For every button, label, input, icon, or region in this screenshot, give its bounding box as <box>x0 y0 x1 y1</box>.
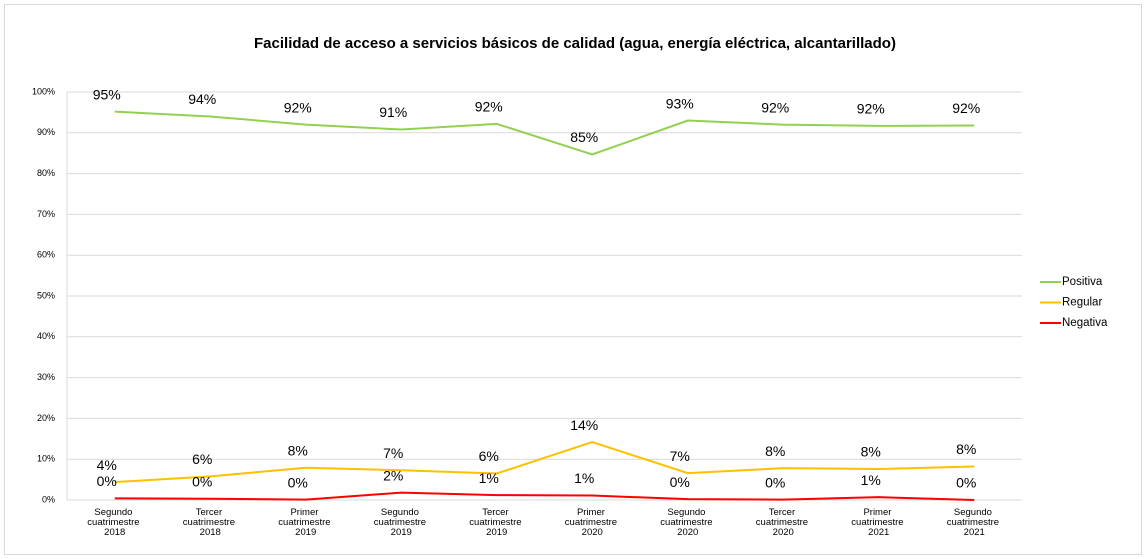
legend-label: Regular <box>1062 297 1102 309</box>
data-label: 85% <box>570 129 598 145</box>
data-label: 6% <box>192 451 212 467</box>
legend-label: Positiva <box>1062 276 1103 288</box>
y-tick-label: 10% <box>37 454 55 464</box>
x-tick-label: Segundo cuatrimestre 2021 <box>947 507 1002 538</box>
series-line <box>114 110 975 156</box>
data-label: 92% <box>284 99 312 115</box>
y-tick-label: 70% <box>37 209 55 219</box>
data-label: 92% <box>857 101 885 117</box>
data-label: 0% <box>97 473 117 489</box>
data-label: 8% <box>765 443 785 459</box>
data-label: 0% <box>956 475 976 491</box>
series-line <box>114 491 975 501</box>
data-label: 8% <box>288 442 308 458</box>
series-line <box>114 441 975 484</box>
x-tick-label: Tercer cuatrimestre 2018 <box>183 507 238 538</box>
data-label: 95% <box>93 86 121 102</box>
y-tick-label: 100% <box>32 86 55 96</box>
data-label: 1% <box>861 472 881 488</box>
data-label: 8% <box>956 441 976 457</box>
data-label: 92% <box>761 99 789 115</box>
data-label: 0% <box>670 474 690 490</box>
data-label: 1% <box>479 470 499 486</box>
x-tick-label: Segundo cuatrimestre 2019 <box>374 507 429 538</box>
data-label: 2% <box>383 467 403 483</box>
chart-frame <box>4 4 1142 555</box>
x-tick-label: Tercer cuatrimestre 2019 <box>469 507 524 538</box>
data-label: 14% <box>570 417 598 433</box>
data-label: 93% <box>666 95 694 111</box>
data-label: 0% <box>192 473 212 489</box>
x-tick-label: Segundo cuatrimestre 2020 <box>660 507 715 538</box>
data-label: 94% <box>188 91 216 107</box>
y-tick-label: 30% <box>37 372 55 382</box>
y-tick-label: 0% <box>42 494 55 504</box>
y-tick-label: 80% <box>37 168 55 178</box>
data-label: 92% <box>475 99 503 115</box>
data-label: 0% <box>288 474 308 490</box>
data-label: 7% <box>670 448 690 464</box>
y-tick-label: 50% <box>37 290 55 300</box>
y-tick-label: 60% <box>37 250 55 260</box>
chart-title: Facilidad de acceso a servicios básicos … <box>254 35 896 52</box>
y-tick-label: 90% <box>37 127 55 137</box>
data-label: 8% <box>861 444 881 460</box>
x-tick-label: Primer cuatrimestre 2019 <box>278 507 333 538</box>
legend-label: Negativa <box>1062 317 1108 329</box>
data-label: 7% <box>383 445 403 461</box>
x-tick-label: Primer cuatrimestre 2020 <box>565 507 620 538</box>
y-tick-label: 40% <box>37 331 55 341</box>
x-tick-label: Segundo cuatrimestre 2018 <box>87 507 142 538</box>
y-tick-label: 20% <box>37 413 55 423</box>
data-label: 4% <box>97 457 117 473</box>
x-tick-label: Primer cuatrimestre 2021 <box>851 507 906 538</box>
data-label: 0% <box>765 474 785 490</box>
data-label: 1% <box>574 470 594 486</box>
data-label: 91% <box>379 104 407 120</box>
data-label: 6% <box>479 448 499 464</box>
data-label: 92% <box>952 100 980 116</box>
x-tick-label: Tercer cuatrimestre 2020 <box>756 507 811 538</box>
